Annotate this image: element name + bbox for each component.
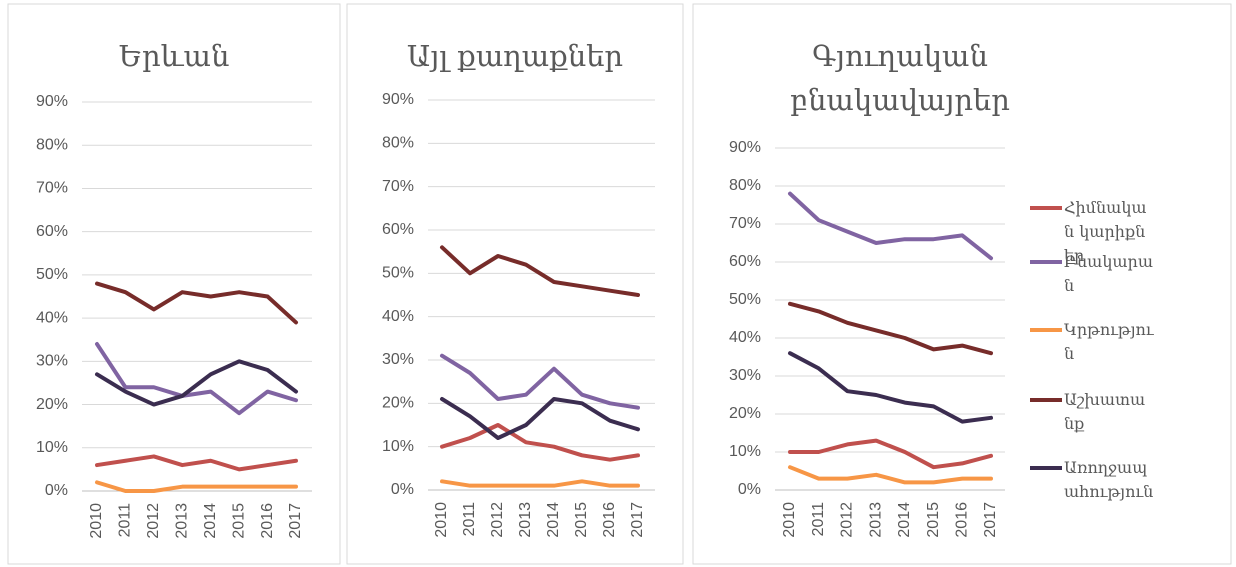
x-tick-label: 2017 [982,502,999,538]
x-tick-label: 2011 [810,502,827,537]
y-tick-label: 0% [738,481,761,498]
series-line [788,351,993,424]
x-tick-label: 2015 [230,503,247,539]
y-tick-label: 0% [45,482,68,499]
y-tick-label: 60% [36,223,68,240]
legend-label: Աշխատանք [1064,390,1146,433]
y-tick-label: 40% [36,309,68,326]
y-tick-label: 30% [729,367,761,384]
x-tick-label: 2013 [174,503,191,539]
y-tick-label: 70% [729,215,761,232]
x-tick-label: 2013 [867,502,884,538]
y-tick-label: 80% [729,177,761,194]
series-line [95,281,298,325]
y-tick-label: 60% [382,221,414,238]
panel [346,3,684,565]
x-tick-label: 2010 [781,502,798,538]
y-tick-label: 90% [729,139,761,156]
series-line [440,245,640,297]
series-line [788,191,993,261]
series-line [95,342,298,416]
y-tick-label: 20% [729,405,761,422]
chart-title: Գյուղական բնակավայրեր [790,39,1010,117]
x-tick-label: 2017 [629,502,646,538]
y-tick-label: 10% [36,439,68,456]
x-tick-label: 2012 [489,502,506,538]
series-line [440,479,640,488]
x-tick-label: 2017 [287,503,304,539]
y-tick-label: 50% [729,291,761,308]
series-line [788,301,993,356]
x-tick-label: 2013 [517,502,534,538]
x-tick-label: 2012 [839,502,856,538]
x-tick-label: 2016 [601,502,618,538]
y-tick-label: 40% [729,329,761,346]
y-tick-label: 40% [382,308,414,325]
x-tick-label: 2014 [896,502,913,538]
x-tick-label: 2015 [925,502,942,538]
y-tick-label: 80% [36,136,68,153]
x-tick-label: 2012 [145,503,162,539]
legend-label: Կրթություն [1064,320,1154,363]
chart-title: Այլ քաղաքներ [406,39,624,73]
x-tick-label: 2016 [954,502,971,538]
series-line [440,353,640,410]
y-tick-label: 20% [36,396,68,413]
series-line [95,454,298,472]
series-line [95,480,298,493]
series-line [788,438,993,470]
y-tick-label: 0% [391,481,414,498]
x-tick-label: 2015 [573,502,590,538]
y-tick-label: 80% [382,135,414,152]
y-tick-label: 70% [36,180,68,197]
series-line [440,423,640,462]
panel [692,3,1232,565]
legend-label: Առողջապահություն [1064,458,1154,501]
series-line [788,465,993,485]
legend-label: Բնակարան [1064,252,1154,295]
x-tick-label: 2011 [117,503,134,538]
x-tick-label: 2010 [433,502,450,538]
y-tick-label: 50% [382,265,414,282]
chart-title: Երևան [118,39,230,73]
y-tick-label: 30% [382,351,414,368]
x-tick-label: 2010 [88,503,105,539]
x-tick-label: 2016 [259,503,276,539]
y-tick-label: 30% [36,353,68,370]
y-tick-label: 10% [382,438,414,455]
x-tick-label: 2011 [461,502,478,537]
panel [7,3,341,565]
y-tick-label: 10% [729,443,761,460]
y-tick-label: 50% [36,266,68,283]
legend-label: Հիմնական կարիքներ [1064,198,1147,265]
series-line [95,359,298,407]
x-tick-label: 2014 [545,502,562,538]
y-tick-label: 90% [382,91,414,108]
y-tick-label: 70% [382,178,414,195]
y-tick-label: 60% [729,253,761,270]
series-line [440,397,640,440]
y-tick-label: 90% [36,93,68,110]
y-tick-label: 20% [382,395,414,412]
x-tick-label: 2014 [202,503,219,539]
